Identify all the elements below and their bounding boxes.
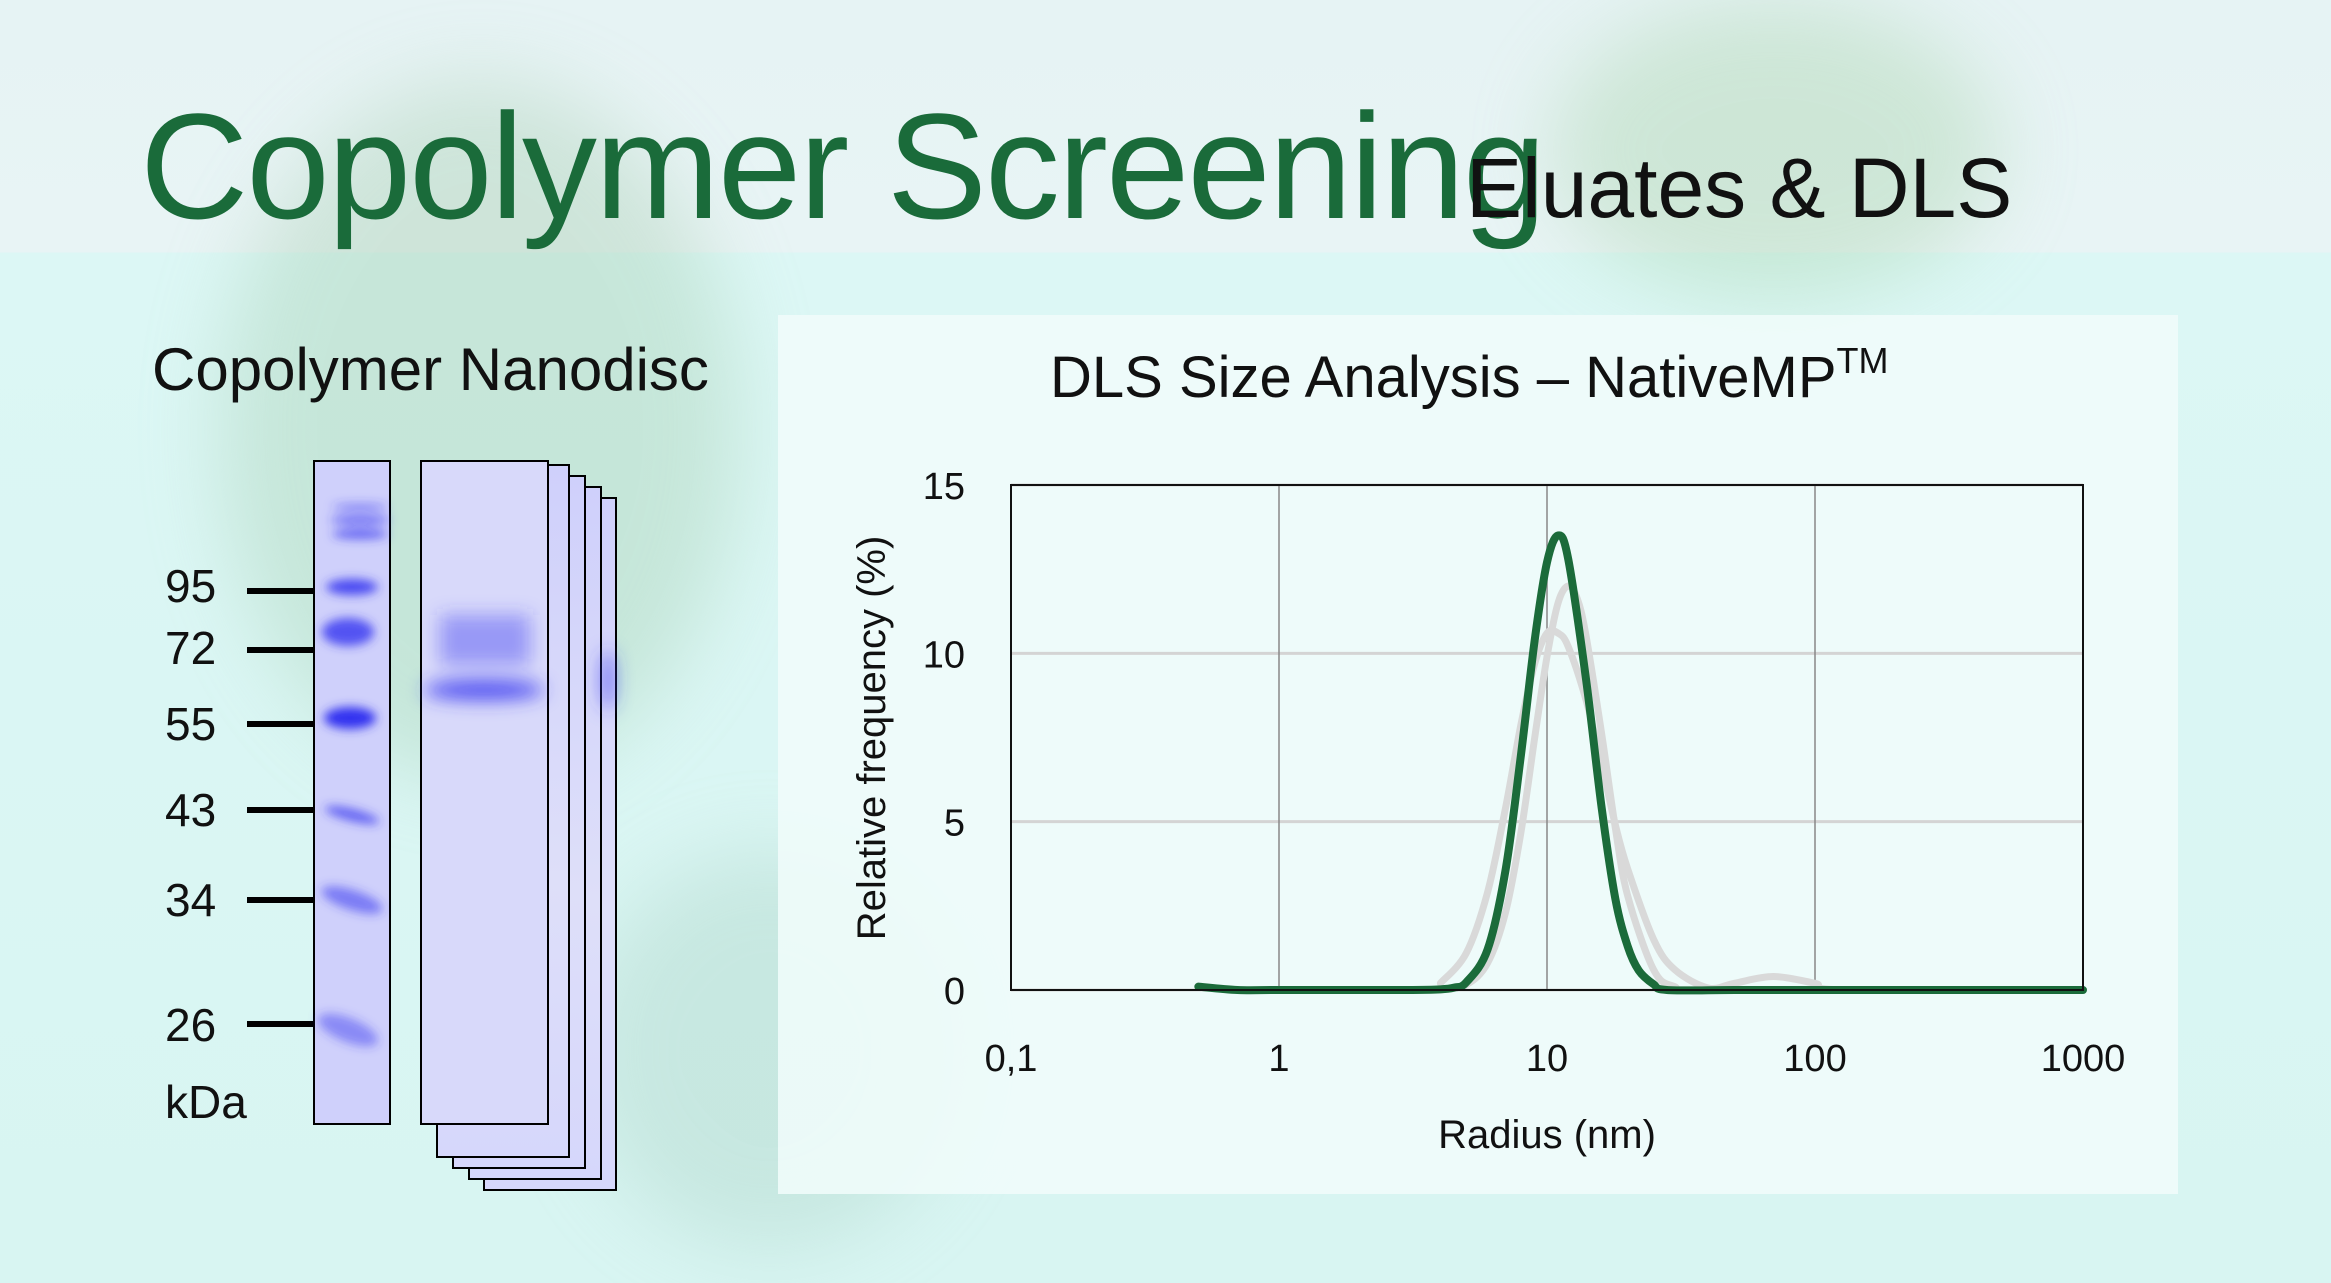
y-ticks: 0 5 10 15 [923,466,965,1013]
series-line-green [1194,531,2087,995]
marker-label: 34 [165,874,217,926]
marker-tick [247,721,313,727]
marker-label: 72 [165,622,217,674]
x-tick-label: 1000 [2041,1038,2126,1080]
y-tick-label: 5 [944,803,965,845]
sample-bands [424,615,615,710]
y-tick-label: 10 [923,634,965,676]
page-title: Copolymer Screening [140,82,1546,250]
gel-title: Copolymer Nanodisc [152,336,709,403]
plot-frame [1010,484,2084,991]
marker-tick [247,647,313,653]
x-tick-label: 10 [1526,1038,1568,1080]
x-tick-label: 1 [1268,1038,1289,1080]
unit-label: kDa [165,1076,247,1128]
marker-label: 95 [165,560,217,612]
series-lines [1194,531,2087,995]
page-subtitle: Eluates & DLS [1466,141,2013,235]
y-axis-label: Relative frequency (%) [850,536,894,941]
chart-title-text: DLS Size Analysis – NativeMP [1050,345,1837,410]
marker-tick [247,1021,313,1027]
chart-title: DLS Size Analysis – NativeMPTM [1050,340,1889,410]
x-tick-label: 100 [1783,1038,1846,1080]
marker-tick [247,588,313,594]
x-tick-label: 0,1 [985,1038,1038,1080]
marker-tick [247,897,313,903]
background-protein-blob [1550,0,2000,300]
marker-label: 55 [165,698,217,750]
x-ticks: 0,1 1 10 100 1000 [985,1038,2126,1080]
series-line-gray [1436,626,2087,994]
y-tick-label: 15 [923,466,965,508]
chart-title-superscript: TM [1837,340,1889,381]
marker-label: 43 [165,784,217,836]
marker-lane [313,460,391,1125]
marker-label: 26 [165,999,217,1051]
marker-bands [317,504,390,1047]
marker-tick [247,807,313,813]
y-tick-label: 0 [944,971,965,1013]
gel-bands [313,460,615,1125]
sample-lane [420,460,549,1125]
x-axis-label: Radius (nm) [1438,1113,1656,1157]
